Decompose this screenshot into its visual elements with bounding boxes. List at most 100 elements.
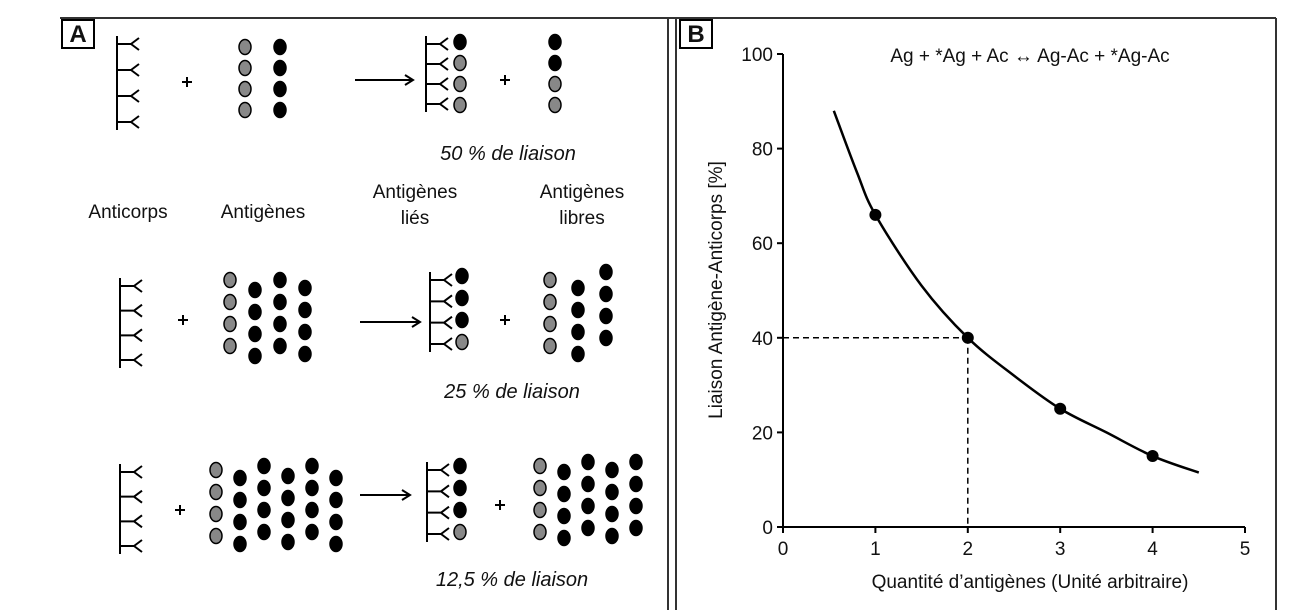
labeled-antigen (548, 96, 562, 114)
column-label: Anticorps (88, 202, 167, 223)
column-label: Antigènes (373, 182, 458, 203)
antigen (629, 453, 643, 471)
column-label: Antigènes (540, 182, 625, 203)
antigen (305, 523, 319, 541)
antigen (273, 101, 287, 119)
labeled-antigen (223, 293, 237, 311)
antigen (273, 293, 287, 311)
plus (500, 75, 510, 85)
antigen (233, 513, 247, 531)
antigen (453, 457, 467, 475)
antigen (273, 59, 287, 77)
row-caption: 50 % de liaison (440, 143, 576, 165)
antigen (257, 523, 271, 541)
antigen (557, 463, 571, 481)
labeled-antigen (209, 461, 223, 479)
labeled-antigen (238, 38, 252, 56)
antigen (305, 457, 319, 475)
antigen (581, 453, 595, 471)
antigen (605, 483, 619, 501)
data-point (961, 331, 974, 344)
antigen (298, 323, 312, 341)
antigen (329, 535, 343, 553)
antibody-branch (426, 77, 449, 91)
antigen (273, 38, 287, 56)
y-tick-label: 60 (752, 234, 773, 255)
labeled-antigen (223, 337, 237, 355)
antigen (281, 489, 295, 507)
labeled-antigen (455, 333, 469, 351)
labeled-antigen (209, 527, 223, 545)
arrow (360, 489, 412, 501)
labeled-antigen (238, 80, 252, 98)
antigen (248, 303, 262, 321)
y-tick-label: 40 (752, 329, 773, 350)
x-tick-label: 0 (778, 539, 789, 560)
labeled-antigen (533, 457, 547, 475)
antibody-branch (426, 57, 449, 71)
antibody-branch (120, 514, 143, 529)
antigen (581, 497, 595, 515)
y-axis-title: Liaison Antigène-Anticorps [%] (706, 161, 727, 419)
antigen (599, 285, 613, 303)
antigen (571, 301, 585, 319)
antigen (248, 281, 262, 299)
antibody-branch (117, 89, 140, 103)
curve (832, 110, 1200, 474)
x-tick-label: 2 (963, 539, 974, 560)
antigen (605, 527, 619, 545)
antigen (557, 529, 571, 547)
antigen (455, 289, 469, 307)
antigen (605, 505, 619, 523)
antibody-branch (430, 294, 453, 309)
equation: Ag + *Ag + Ac ↔ Ag-Ac + *Ag-Ac (890, 46, 1169, 67)
antigen (273, 80, 287, 98)
antibody-branch (120, 489, 143, 504)
labeled-antigen (209, 505, 223, 523)
data-point (869, 208, 882, 221)
antigen (629, 519, 643, 537)
panel-label-box (61, 19, 95, 49)
antigen (298, 279, 312, 297)
x-axis-title: Quantité d’antigènes (Unité arbitraire) (872, 572, 1189, 593)
labeled-antigen (543, 337, 557, 355)
labeled-antigen (238, 101, 252, 119)
antigen (273, 271, 287, 289)
x-tick-label: 5 (1240, 539, 1251, 560)
antigen (453, 501, 467, 519)
antigen (298, 301, 312, 319)
labeled-antigen (543, 315, 557, 333)
antigen (257, 501, 271, 519)
antigen (273, 337, 287, 355)
antibody-branch (120, 328, 143, 343)
plus (495, 500, 505, 510)
labeled-antigen (548, 75, 562, 93)
panel-label-box (679, 19, 713, 49)
antigen (599, 307, 613, 325)
antibody-branch (430, 337, 453, 351)
antibody-branch (120, 465, 143, 479)
x-tick-label: 1 (870, 539, 881, 560)
column-label: Antigènes (221, 202, 306, 223)
antigen (455, 311, 469, 329)
antigen (557, 485, 571, 503)
antibody-branch (427, 463, 450, 477)
y-tick-label: 100 (741, 45, 773, 66)
antibody-branch (120, 303, 143, 318)
labeled-antigen (533, 479, 547, 497)
antibody-branch (117, 115, 140, 129)
labeled-antigen (453, 523, 467, 541)
antigen (281, 511, 295, 529)
antigen (273, 315, 287, 333)
antigen (257, 457, 271, 475)
antigen (248, 325, 262, 343)
arrow (360, 316, 422, 328)
plus (175, 505, 185, 515)
antigen (257, 479, 271, 497)
labeled-antigen (533, 523, 547, 541)
antigen (233, 491, 247, 509)
labeled-antigen (223, 315, 237, 333)
antibody-branch (426, 97, 449, 111)
antigen (298, 345, 312, 363)
labeled-antigen (543, 293, 557, 311)
